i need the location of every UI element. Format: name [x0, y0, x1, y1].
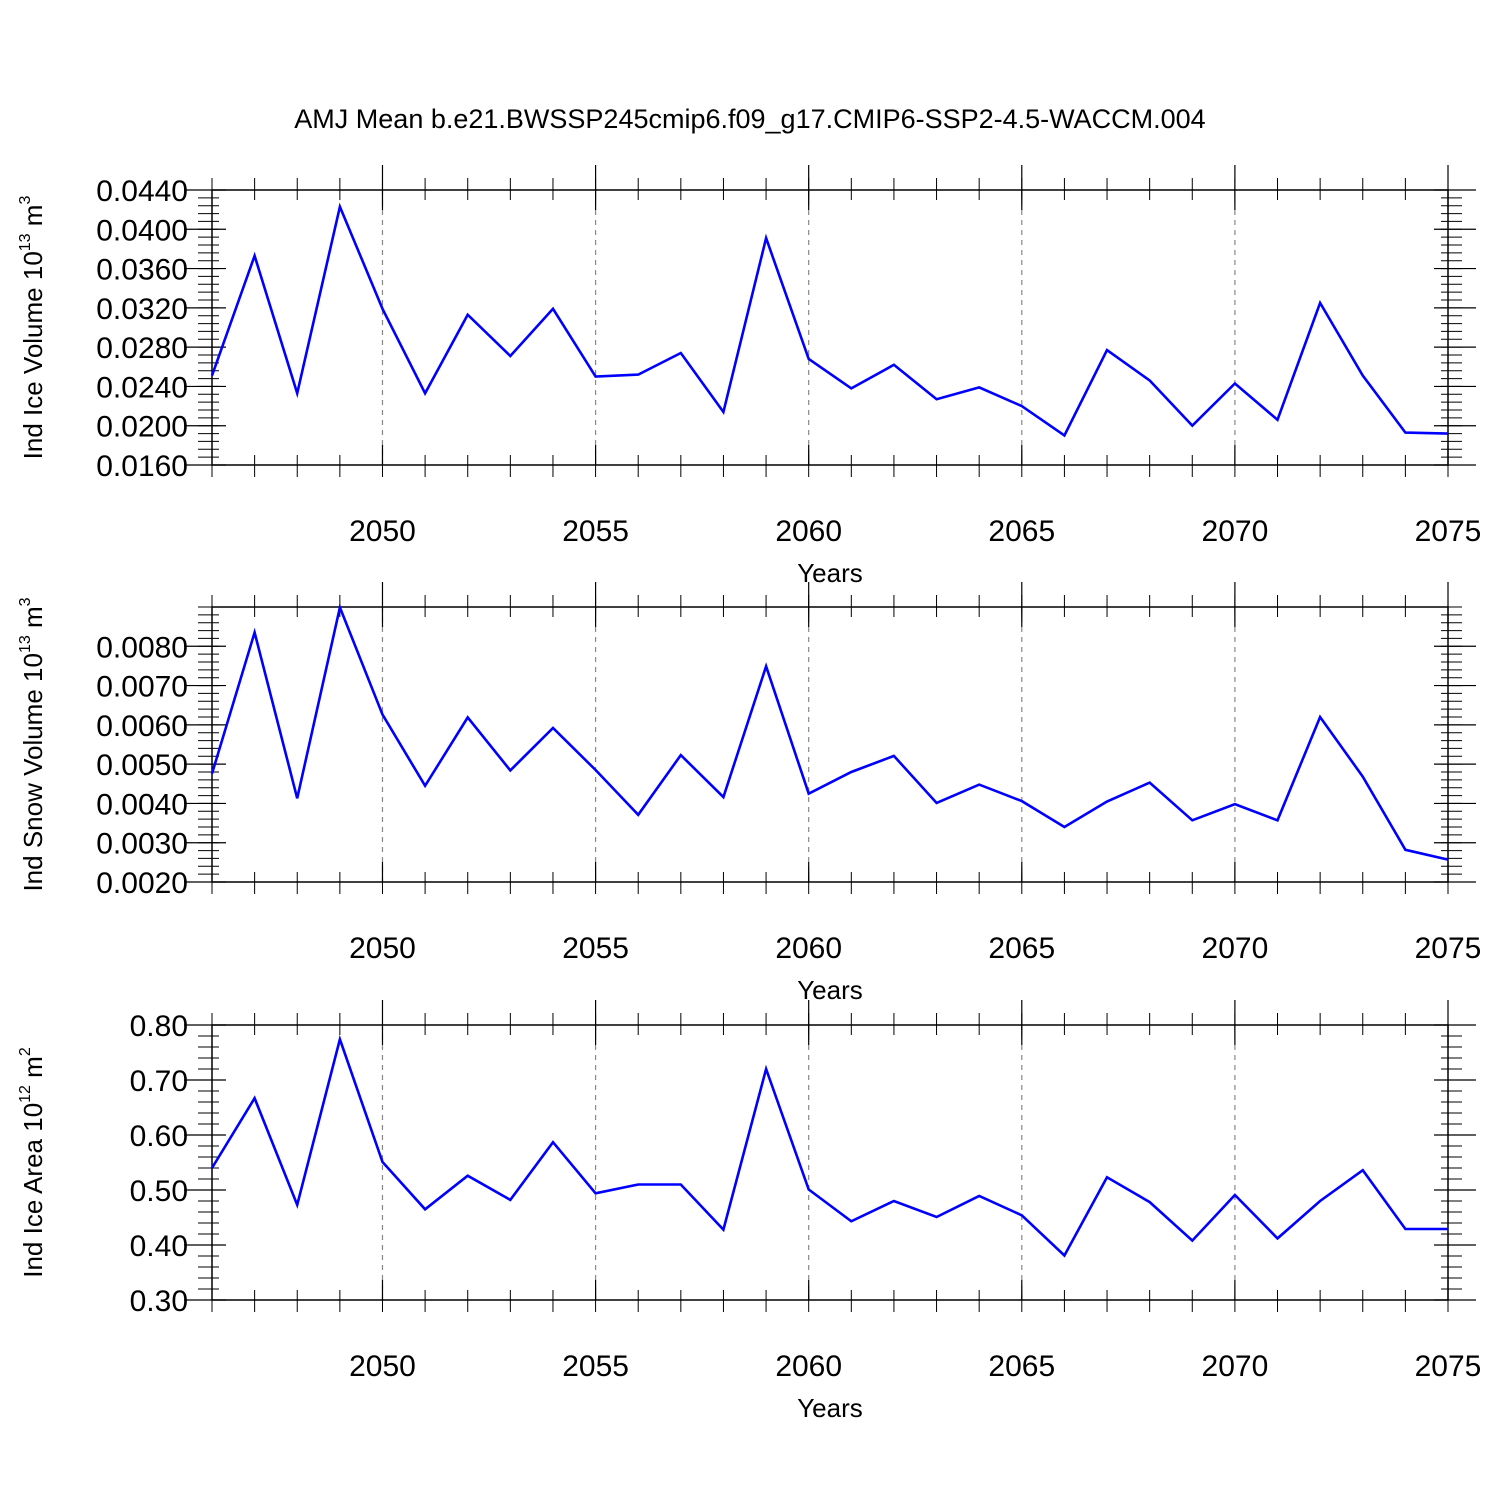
x-axis-title: Years — [797, 558, 863, 588]
y-axis-title-unit: m — [18, 205, 48, 234]
y-axis-title-text: Ind Ice Area 10 — [18, 1103, 48, 1278]
x-tick-label: 2070 — [1202, 1350, 1269, 1383]
x-tick-label: 2075 — [1415, 1350, 1482, 1383]
y-tick-label: 0.0070 — [96, 671, 188, 704]
y-tick-label: 0.80 — [130, 1010, 188, 1043]
y-axis-title-exp: 12 — [17, 1085, 34, 1103]
y-tick-label: 0.70 — [130, 1065, 188, 1098]
y-axis-title: Ind Snow Volume 1013 m3 — [17, 597, 48, 891]
y-tick-label: 0.0360 — [96, 254, 188, 287]
y-tick-label: 0.0060 — [96, 710, 188, 743]
y-tick-label: 0.0200 — [96, 411, 188, 444]
y-tick-label: 0.0240 — [96, 371, 188, 404]
x-tick-label: 2060 — [775, 515, 842, 548]
y-tick-label: 0.30 — [130, 1285, 188, 1318]
chart-title: AMJ Mean b.e21.BWSSP245cmip6.f09_g17.CMI… — [294, 104, 1205, 134]
x-tick-label: 2070 — [1202, 932, 1269, 965]
y-axis-title-unit-exp: 2 — [17, 1047, 34, 1056]
y-tick-label: 0.0040 — [96, 788, 188, 821]
y-tick-label: 0.50 — [130, 1175, 188, 1208]
y-tick-label: 0.0020 — [96, 867, 188, 900]
x-tick-label: 2070 — [1202, 515, 1269, 548]
plot-frame — [211, 1024, 1449, 1301]
x-tick-label: 2065 — [988, 1350, 1055, 1383]
y-tick-label: 0.0160 — [96, 450, 188, 483]
series-line — [210, 202, 1449, 438]
series-line — [210, 1034, 1448, 1258]
y-axis-title: Ind Ice Volume 1013 m3 — [17, 196, 48, 460]
y-axis-title: Ind Ice Area 1012 m2 — [17, 1047, 48, 1278]
x-tick-label: 2060 — [775, 932, 842, 965]
x-tick-label: 2075 — [1415, 932, 1482, 965]
y-axis-title-text: Ind Snow Volume 10 — [18, 653, 48, 892]
x-tick-label: 2050 — [349, 932, 416, 965]
x-tick-label: 2055 — [562, 515, 629, 548]
y-tick-label: 0.0080 — [96, 631, 188, 664]
y-axis-title-unit-exp: 3 — [17, 597, 34, 606]
y-tick-label: 0.0030 — [96, 828, 188, 861]
x-tick-label: 2050 — [349, 1350, 416, 1383]
y-tick-label: 0.0050 — [96, 749, 188, 782]
x-tick-label: 2050 — [349, 515, 416, 548]
x-tick-label: 2065 — [988, 515, 1055, 548]
y-axis-title-exp: 13 — [17, 635, 34, 653]
panel-1: 2050 2055 2060 2065 2070 2075 0.0160 0.0200 0.02… — [17, 165, 1481, 588]
plot-frame — [211, 189, 1449, 466]
y-tick-label: 0.60 — [130, 1120, 188, 1153]
x-tick-label: 2060 — [775, 1350, 842, 1383]
x-axis-title: Years — [797, 1393, 863, 1423]
y-tick-label: 0.0400 — [96, 214, 188, 247]
series-line — [210, 603, 1449, 861]
x-tick-label: 2055 — [562, 1350, 629, 1383]
y-axis-title-unit: m — [18, 1056, 48, 1085]
x-tick-label: 2075 — [1415, 515, 1482, 548]
x-tick-label: 2065 — [988, 932, 1055, 965]
x-tick-label: 2055 — [562, 932, 629, 965]
y-axis-title-unit-exp: 3 — [17, 196, 34, 205]
panel-3: 2050 2055 2060 2065 2070 2075 0.30 0.40 0.50 0.60… — [17, 1000, 1481, 1423]
y-tick-label: 0.0280 — [96, 332, 188, 365]
y-axis-title-exp: 13 — [17, 233, 34, 251]
y-axis-title-unit: m — [18, 606, 48, 635]
y-tick-label: 0.40 — [130, 1230, 188, 1263]
plot-frame — [211, 606, 1449, 883]
panel-2: 2050 2055 2060 2065 2070 2075 0.0020 0.0030 0.00… — [17, 582, 1481, 1005]
y-tick-label: 0.0320 — [96, 293, 188, 326]
x-axis-title: Years — [797, 975, 863, 1005]
y-tick-label: 0.0440 — [96, 175, 188, 208]
y-axis-title-text: Ind Ice Volume 10 — [18, 251, 48, 459]
